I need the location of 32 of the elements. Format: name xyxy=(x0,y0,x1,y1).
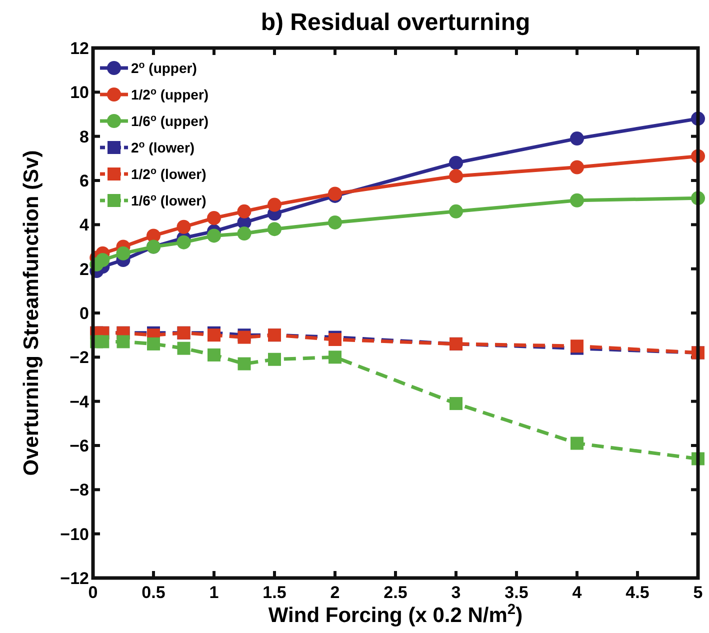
x-tick-label: 2 xyxy=(330,583,340,602)
y-tick-label: −8 xyxy=(70,480,89,500)
y-tick-label: 10 xyxy=(70,83,89,102)
y-tick-label: 8 xyxy=(80,127,89,146)
y-tick-label: 2 xyxy=(80,260,89,279)
y-tick-label: 0 xyxy=(80,304,89,323)
x-tick-label: 0.5 xyxy=(142,583,166,602)
y-tick-label: 4 xyxy=(80,216,90,235)
x-tick-label: 1 xyxy=(209,583,219,602)
y-tick-label: −4 xyxy=(70,392,90,412)
x-tick-label: 3.5 xyxy=(504,583,528,602)
y-tick-label: −10 xyxy=(60,524,89,544)
y-tick-label: −2 xyxy=(70,348,89,368)
y-tick-label: 12 xyxy=(70,38,89,58)
x-tick-label: 2.5 xyxy=(384,583,408,602)
legend-label: 1/2$^{o}$ (lower) xyxy=(131,165,206,182)
legend-label: 1/6$^{o}$ (upper) xyxy=(131,112,209,129)
legend-label: 1/6$^{o}$ (lower) xyxy=(131,192,206,208)
y-tick-label: 6 xyxy=(80,171,89,190)
y-tick-label: −12 xyxy=(60,568,89,588)
chart-title: b) Residual overturning xyxy=(260,9,530,36)
legend-label: 2$^{o}$ (upper) xyxy=(131,59,197,76)
x-tick-label: 5 xyxy=(693,583,703,602)
x-tick-label: 4.5 xyxy=(626,583,650,602)
y-tick-label: −6 xyxy=(70,436,89,456)
y-axis-title: Overturning Streamfunction (Sv) xyxy=(20,150,43,476)
legend-label: 1/2$^{o}$ (upper) xyxy=(131,86,209,102)
x-tick-label: 4 xyxy=(572,583,582,602)
x-tick-label: 3 xyxy=(451,583,461,602)
legend-label: 2$^{o}$ (lower) xyxy=(131,138,195,156)
x-axis-title: Wind Forcing (x 0.2 N/m$^{2}$) xyxy=(268,602,523,627)
x-tick-label: 1.5 xyxy=(262,583,286,602)
